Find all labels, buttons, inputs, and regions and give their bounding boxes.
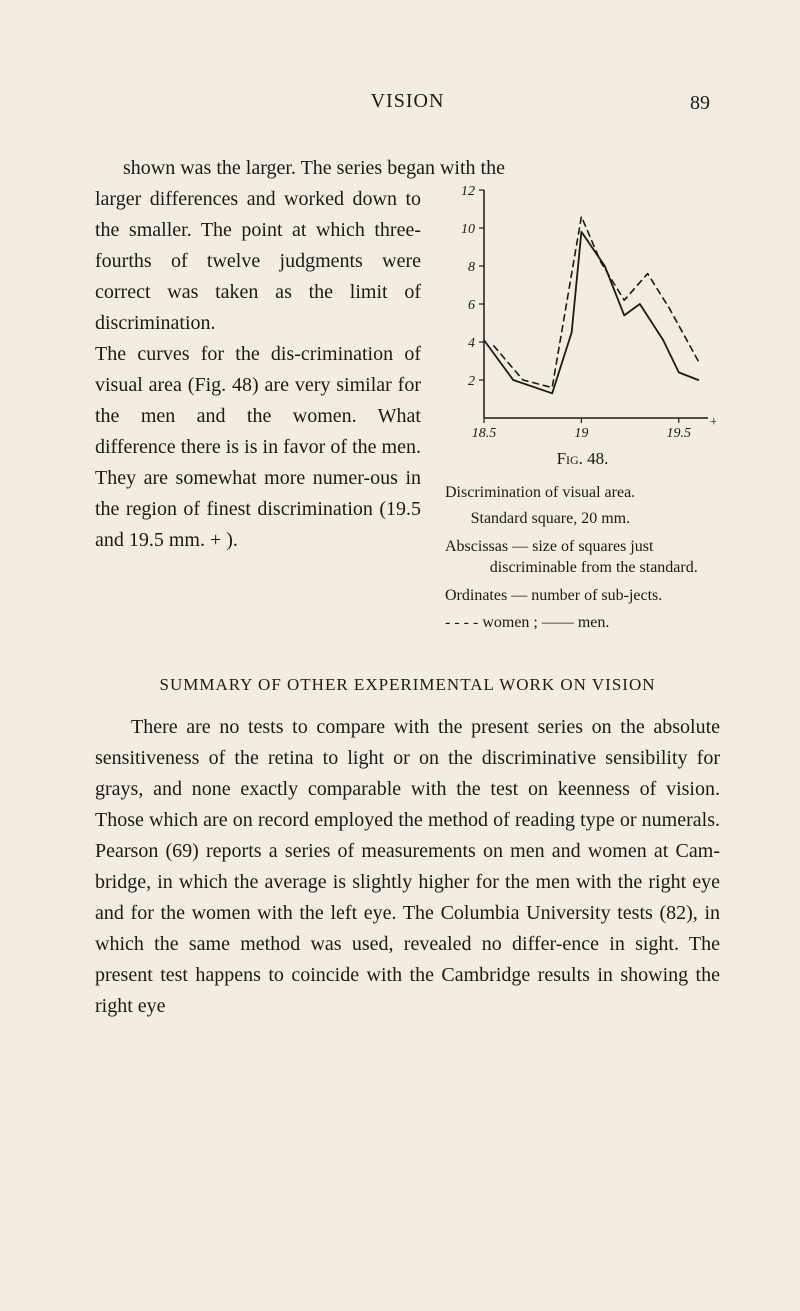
section-heading: SUMMARY OF OTHER EXPERIMENTAL WORK ON VI… bbox=[95, 672, 720, 698]
svg-text:10: 10 bbox=[461, 222, 475, 237]
figure-48-chart: 2 4 6 8 10 12 18.5 19 19.5 + bbox=[450, 184, 716, 444]
intro-line: shown was the larger. The series began w… bbox=[95, 153, 720, 184]
figure-label: Fig. 48. bbox=[557, 446, 609, 472]
svg-text:19.5: 19.5 bbox=[666, 426, 691, 441]
figure-caption: Discrimination of visual area. Standard … bbox=[445, 482, 720, 638]
page: VISION 89 shown was the larger. The seri… bbox=[0, 0, 800, 1311]
caption-abscissas: Abscissas — size of squares just discrim… bbox=[445, 536, 720, 579]
right-column: 2 4 6 8 10 12 18.5 19 19.5 + Fig. 48. Discriminat… bbox=[445, 184, 720, 638]
lower-paragraph: There are no tests to compare with the p… bbox=[95, 712, 720, 1022]
body: shown was the larger. The series began w… bbox=[95, 153, 720, 1022]
svg-text:4: 4 bbox=[468, 336, 475, 351]
svg-text:6: 6 bbox=[468, 298, 475, 313]
caption-ordinates: Ordinates — number of sub-jects. bbox=[445, 585, 720, 607]
svg-text:19: 19 bbox=[574, 426, 588, 441]
left-paragraph: larger differences and worked down to th… bbox=[95, 184, 421, 556]
svg-text:2: 2 bbox=[468, 374, 475, 389]
svg-text:+: + bbox=[709, 415, 715, 430]
caption-legend: - - - - women ; —— men. bbox=[445, 612, 720, 634]
svg-text:12: 12 bbox=[461, 184, 475, 199]
caption-sub: Standard square, 20 mm. bbox=[445, 508, 720, 530]
running-head: VISION bbox=[371, 90, 445, 113]
svg-text:18.5: 18.5 bbox=[471, 426, 496, 441]
page-header: VISION 89 bbox=[95, 90, 720, 113]
page-number: 89 bbox=[690, 92, 710, 115]
caption-title: Discrimination of visual area. bbox=[445, 482, 720, 504]
left-column: larger differences and worked down to th… bbox=[95, 184, 421, 638]
chart-svg: 2 4 6 8 10 12 18.5 19 19.5 + bbox=[450, 184, 716, 444]
two-column-region: larger differences and worked down to th… bbox=[95, 184, 720, 638]
svg-text:8: 8 bbox=[468, 260, 475, 275]
